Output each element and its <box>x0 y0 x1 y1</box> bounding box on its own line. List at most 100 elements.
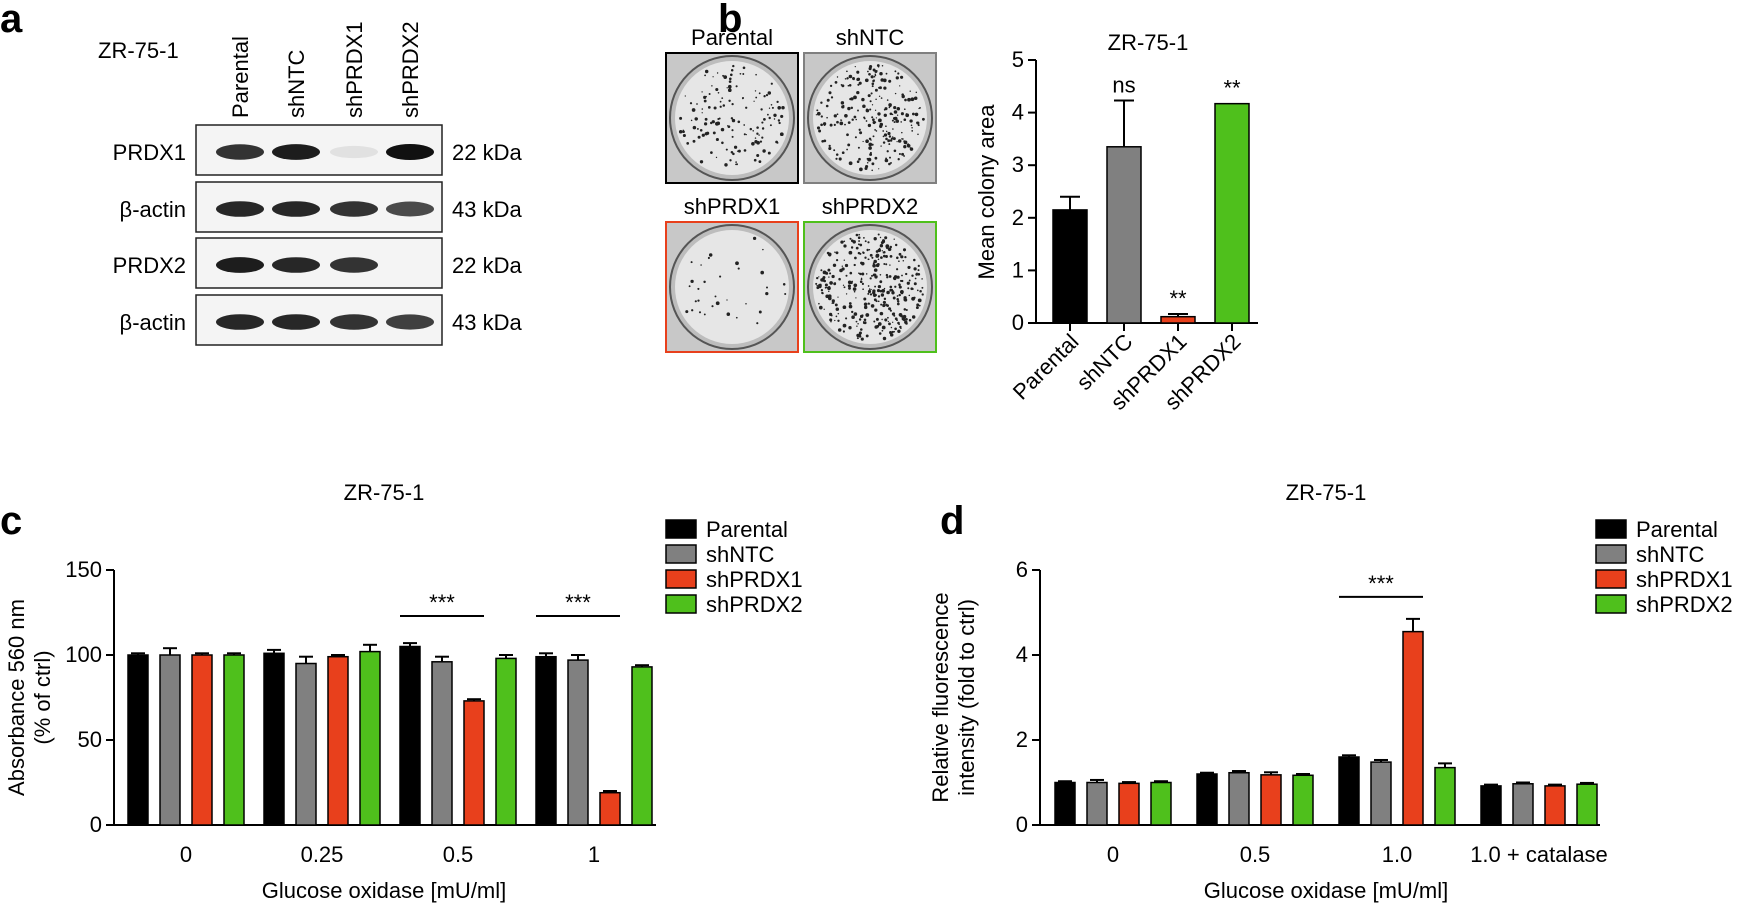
x-axis-label: Glucose oxidase [mU/ml] <box>1204 878 1449 903</box>
colony-dot <box>863 297 867 301</box>
colony-dot <box>840 101 845 105</box>
colony-dot <box>917 264 920 268</box>
colony-dot <box>729 77 732 81</box>
colony-dot <box>828 146 832 151</box>
colony-dot <box>818 305 823 310</box>
colony-dot <box>847 106 851 111</box>
plate-dish <box>813 61 927 175</box>
colony-dot <box>762 149 766 153</box>
blot-row: β-actin 43 kDa <box>120 294 522 346</box>
colony-dot <box>754 140 758 144</box>
colony-dot <box>820 123 823 127</box>
colony-dot <box>719 105 722 108</box>
colony-dot <box>867 123 872 128</box>
colony-dot <box>879 236 882 239</box>
colony-dot <box>711 120 715 124</box>
colony-dot <box>694 117 698 121</box>
colony-dot <box>838 157 842 161</box>
colony-dot <box>820 289 824 292</box>
colony-dot <box>735 261 739 266</box>
colony-dot <box>913 282 917 286</box>
colony-dot <box>910 287 914 291</box>
colony-dot <box>816 276 819 280</box>
colony-dot <box>883 86 887 90</box>
legend-label: shPRDX1 <box>1636 567 1733 592</box>
colony-dot <box>855 246 859 250</box>
colony-dot <box>866 248 869 252</box>
legend-label: shNTC <box>706 542 775 567</box>
y-axis-label: Relative fluorescence <box>928 592 953 802</box>
colony-dot <box>862 251 865 254</box>
colony-dot <box>881 250 883 252</box>
colony-dot <box>887 320 889 323</box>
colony-dot <box>897 139 902 143</box>
colony-dot <box>857 146 860 149</box>
colony-dot <box>911 126 913 129</box>
colony-dot <box>730 150 734 154</box>
colony-dot <box>852 287 857 291</box>
blot-protein-label: PRDX2 <box>113 253 186 278</box>
colony-dot <box>870 92 873 95</box>
colony-dot <box>863 302 868 306</box>
colony-dot <box>682 133 686 138</box>
colony-dot <box>909 90 911 92</box>
colony-dot <box>894 277 896 280</box>
significance-label: *** <box>565 590 591 615</box>
colony-dot <box>847 280 852 285</box>
colony-dot <box>889 156 891 159</box>
colony-dot <box>829 318 833 322</box>
colony-dot <box>727 88 732 93</box>
colony-dot <box>866 157 869 160</box>
colony-dot <box>889 112 893 116</box>
colony-dot <box>881 318 883 321</box>
colony-dot <box>879 311 884 316</box>
colony-dot <box>855 233 859 237</box>
colony-dot <box>861 272 865 276</box>
colony-dot <box>761 121 764 124</box>
legend-label: shPRDX1 <box>706 567 803 592</box>
colony-dot <box>858 157 861 161</box>
colony-dot <box>894 70 897 73</box>
legend-swatch <box>1595 519 1627 539</box>
y-axis-label: Absorbance 560 nm <box>4 599 29 796</box>
colony-dot <box>844 263 849 268</box>
colony-dot <box>754 137 757 139</box>
colony-dot <box>859 243 863 247</box>
legend-swatch <box>665 594 697 614</box>
colony-dot <box>910 124 913 127</box>
colony-dot <box>921 286 924 289</box>
colony-dot <box>697 299 700 302</box>
colony-dot <box>842 323 847 328</box>
colony-plate: Parental <box>665 25 799 184</box>
colony-dot <box>903 108 906 111</box>
colony-dot <box>875 263 880 268</box>
colony-dot <box>915 91 918 94</box>
colony-dot <box>725 148 728 151</box>
colony-dot <box>888 322 891 326</box>
colony-dot <box>701 108 704 110</box>
colony-dot <box>736 163 738 166</box>
colony-dot <box>829 254 831 257</box>
colony-dot <box>829 84 833 88</box>
blot-protein-label: β-actin <box>120 310 186 335</box>
colony-dot <box>826 116 828 119</box>
colony-dot <box>724 163 728 167</box>
colony-dot <box>864 256 867 259</box>
colony-dot <box>739 72 742 75</box>
colony-dot <box>770 82 773 85</box>
bar <box>1054 781 1076 826</box>
colony-dot <box>851 118 854 121</box>
colony-dot <box>851 315 855 319</box>
colony-dot <box>770 104 773 106</box>
colony-dot <box>897 158 900 161</box>
colony-dot <box>901 131 903 134</box>
colony-dot <box>758 92 761 95</box>
chart-title: ZR-75-1 <box>1108 30 1189 55</box>
legend-swatch <box>1595 569 1627 589</box>
colony-dot <box>874 325 878 329</box>
colony-dot <box>876 64 880 67</box>
colony-dot <box>834 282 836 284</box>
colony-dot <box>855 118 857 121</box>
colony-dot <box>882 254 886 258</box>
